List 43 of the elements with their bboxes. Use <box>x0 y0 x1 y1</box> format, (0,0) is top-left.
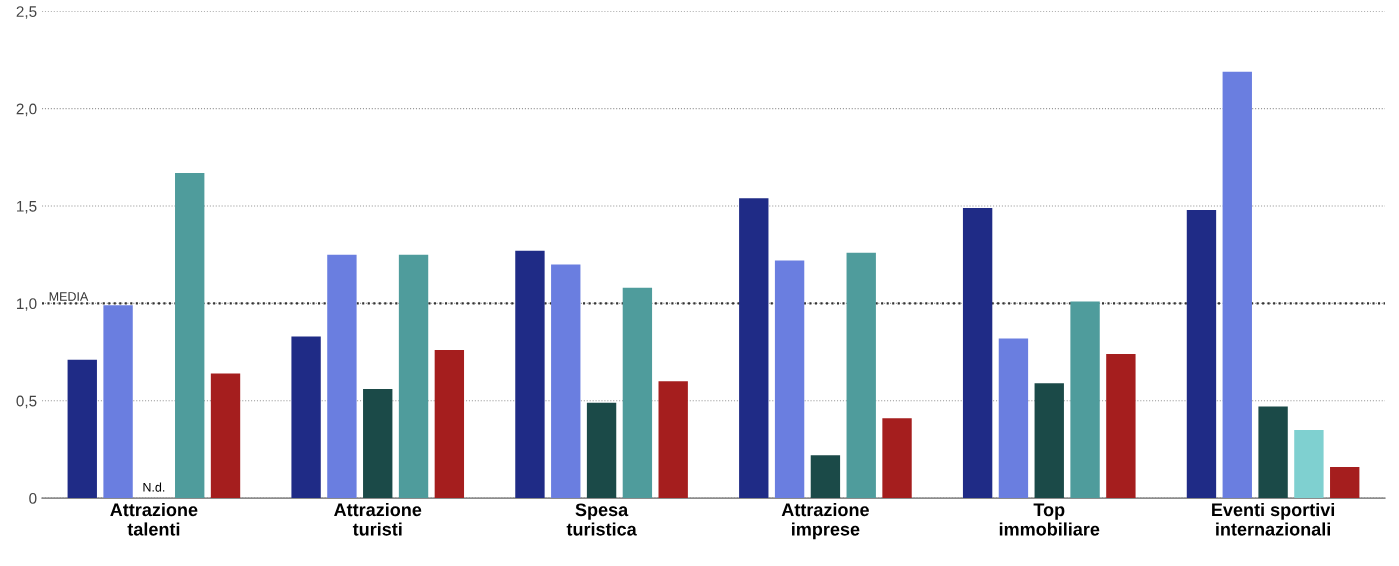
x-tick-label: Top immobiliare <box>999 503 1100 536</box>
bar <box>515 250 545 499</box>
bar <box>551 264 581 499</box>
bar <box>1070 301 1100 499</box>
x-tick-label: Eventi sportivi internazionali <box>1212 502 1335 536</box>
bar <box>1222 71 1252 499</box>
bar <box>1106 354 1136 499</box>
bar <box>774 260 805 499</box>
y-tick-label: 1,0 <box>17 298 37 311</box>
y-tick-label: 2,5 <box>16 6 37 19</box>
bar <box>434 350 465 499</box>
bar <box>1330 466 1360 499</box>
y-tick-label: 2,0 <box>16 103 37 117</box>
bar <box>210 373 241 499</box>
bar <box>622 287 653 499</box>
y-tick-label: 0 <box>29 492 37 504</box>
bar <box>1034 383 1064 499</box>
bar <box>398 254 429 499</box>
bar <box>1294 429 1324 499</box>
bar <box>962 207 993 499</box>
x-tick-label: Attrazione talenti <box>110 502 198 536</box>
bar <box>327 254 357 499</box>
bar <box>846 252 876 499</box>
annotation: N.d. <box>143 482 165 492</box>
bar <box>882 418 912 499</box>
bar <box>739 198 769 499</box>
bar <box>586 402 617 499</box>
y-tick-label: 1,5 <box>17 201 37 214</box>
bar <box>175 172 205 499</box>
bar <box>103 305 133 499</box>
x-tick-label: Attrazione imprese <box>781 502 869 540</box>
bar <box>363 389 393 499</box>
x-tick-label: Attrazione turisti <box>334 502 422 536</box>
x-tick-label: Spesa turistica <box>566 503 637 536</box>
bar <box>1186 209 1217 499</box>
bar <box>67 359 97 499</box>
bar <box>658 381 688 499</box>
bar <box>810 455 841 499</box>
bar <box>998 338 1029 499</box>
bar <box>1258 406 1288 499</box>
bar <box>291 336 321 499</box>
ref-line-label: MEDIA <box>49 292 89 301</box>
y-tick-label: 0,5 <box>16 395 37 409</box>
